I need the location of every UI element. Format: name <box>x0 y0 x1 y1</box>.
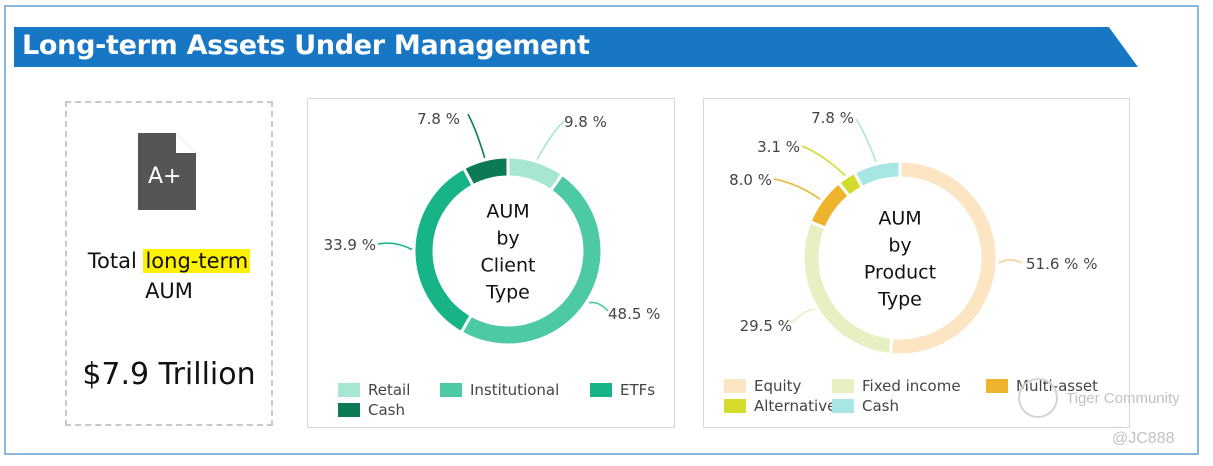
tiger-logo-icon <box>1018 378 1058 418</box>
a-plus-document-icon: A+ <box>138 133 196 210</box>
center-label-line: Type <box>485 282 530 304</box>
client-type-chart-panel: 9.8 % 48.5 % 33.9 % 7.8 % AUM by Client Type Ret… <box>307 98 675 428</box>
total-aum-value: $7.9 Trillion <box>82 357 256 392</box>
highlighted-term: long-term <box>143 249 251 273</box>
data-label-fixed-income: 29.5 % <box>740 317 792 335</box>
legend-label-cash: Cash <box>862 397 899 415</box>
leader-line-cash <box>855 118 877 163</box>
leader-line-cash <box>467 113 486 159</box>
legend-label-fixed-income: Fixed income <box>862 377 961 395</box>
page-title: Long-term Assets Under Management <box>22 30 590 61</box>
legend-label-equity: Equity <box>754 377 802 395</box>
total-label-prefix: Total <box>87 249 144 273</box>
dashboard-frame <box>4 5 1199 455</box>
svg-text:A+: A+ <box>148 164 181 189</box>
watermark-handle: @JC888 <box>1112 430 1175 447</box>
center-label-line: Type <box>877 289 922 311</box>
title-banner <box>14 27 1138 67</box>
legend-swatch-cash <box>338 403 360 417</box>
leader-line-equity <box>998 259 1023 264</box>
legend-swatch-retail <box>338 383 360 397</box>
total-label-suffix: AUM <box>145 279 193 303</box>
legend-label-retail: Retail <box>368 381 410 399</box>
legend-swatch-etfs <box>590 383 612 397</box>
legend-label-cash: Cash <box>368 401 405 419</box>
donut-slice-cash <box>852 159 902 190</box>
donut-slice-cash <box>461 155 510 188</box>
data-label-multi-asset: 8.0 % <box>729 171 772 189</box>
leader-line-multi-asset <box>773 178 821 200</box>
legend-swatch-multi-asset <box>986 379 1008 393</box>
data-label-institutional: 48.5 % <box>608 305 660 323</box>
legend-label-institutional: Institutional <box>470 381 559 399</box>
legend-swatch-institutional <box>440 383 462 397</box>
watermark-brand: Tiger Community <box>1066 390 1180 407</box>
data-label-etfs: 33.9 % <box>324 236 376 254</box>
center-label-line: Product <box>864 262 936 284</box>
leader-line-retail <box>536 120 565 160</box>
legend-label-etfs: ETFs <box>620 381 655 399</box>
center-label-line: AUM <box>878 208 921 230</box>
leader-line-institutional <box>588 301 609 312</box>
leader-line-alternatives <box>801 145 846 177</box>
product-type-chart-panel: 51.6 % % 29.5 % 8.0 % 3.1 % 7.8 % AUM by Produc… <box>703 98 1130 428</box>
legend-swatch-alternatives <box>724 399 746 413</box>
legend-swatch-equity <box>724 379 746 393</box>
data-label-cash: 7.8 % <box>417 110 460 128</box>
total-aum-panel <box>65 101 273 426</box>
legend-label-alternatives: Alternatives <box>754 397 844 415</box>
center-label-line: by <box>888 235 911 257</box>
data-label-cash: 7.8 % <box>811 109 854 127</box>
product-type-donut-chart: 51.6 % % 29.5 % 8.0 % 3.1 % 7.8 % AUM by Produc… <box>724 109 1098 415</box>
legend-swatch-cash <box>832 399 854 413</box>
total-aum-label: Total long-term AUM <box>70 246 268 306</box>
donut-slice-etfs <box>412 166 476 335</box>
center-label-line: by <box>496 228 519 250</box>
legend-swatch-fixed-income <box>832 379 854 393</box>
data-label-equity: 51.6 % % <box>1026 255 1097 273</box>
client-type-donut-chart: 9.8 % 48.5 % 33.9 % 7.8 % AUM by Client Type Ret… <box>324 110 661 419</box>
donut-slice-equity <box>888 159 999 357</box>
leader-line-fixed-income <box>791 308 816 324</box>
center-label-line: AUM <box>486 201 529 223</box>
center-label-line: Client <box>480 255 535 277</box>
data-label-alternatives: 3.1 % <box>757 138 800 156</box>
leader-line-etfs <box>377 242 413 251</box>
data-label-retail: 9.8 % <box>564 113 607 131</box>
